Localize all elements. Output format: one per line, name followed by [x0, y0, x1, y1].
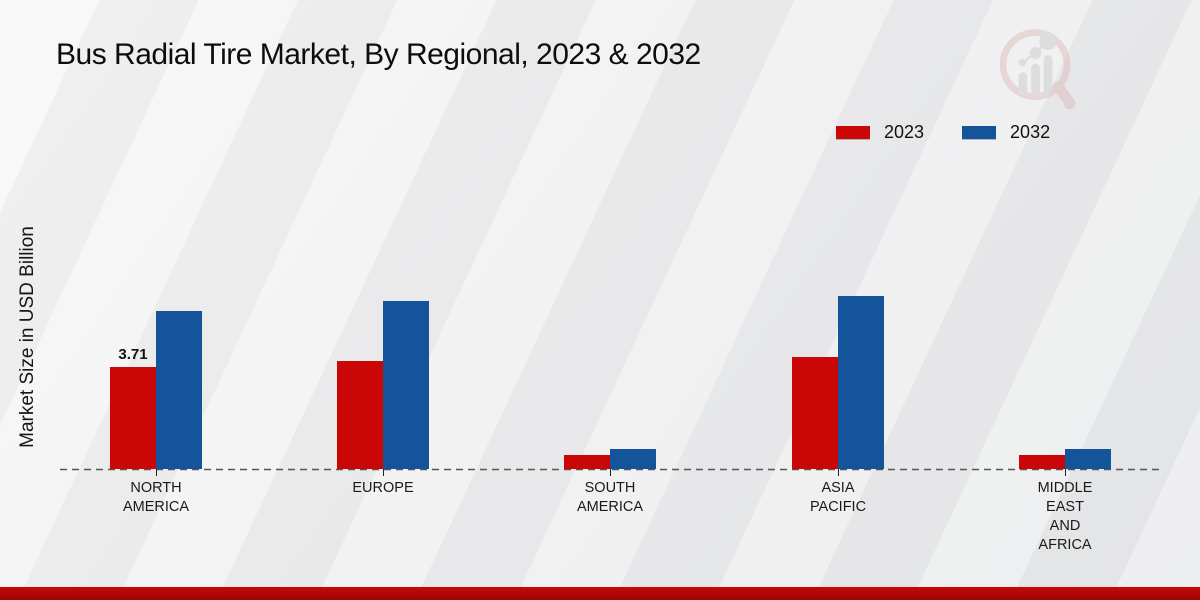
category-label-middle-east-and-africa: MIDDLE EAST AND AFRICA: [1037, 480, 1093, 553]
category-tick-middle-east-and-africa: [1065, 469, 1066, 476]
legend-label-2032: 2032: [1010, 122, 1051, 142]
category-tick-north-america: [156, 469, 157, 476]
category-tick-europe: [383, 469, 384, 476]
category-label-asia-pacific: ASIA PACIFIC: [809, 480, 867, 515]
bar-2032-middle-east-and-africa: [1065, 449, 1111, 469]
legend-swatch-2032: [962, 126, 997, 139]
legend: 2023 2032: [836, 122, 1050, 143]
bar-2023-asia-pacific: [792, 356, 838, 469]
bar-2023-north-america: [110, 366, 156, 469]
legend-item-2032: 2032: [962, 122, 1050, 143]
category-label-south-america: SOUTH AMERICA: [576, 480, 644, 515]
bar-2032-north-america: [156, 311, 202, 469]
bar-2032-europe: [383, 300, 429, 469]
category-tick-asia-pacific: [838, 469, 839, 476]
legend-item-2023: 2023: [836, 122, 924, 143]
bar-2023-middle-east-and-africa: [1019, 455, 1065, 469]
brand-watermark-icon: [999, 29, 1076, 110]
bar-2023-europe: [337, 361, 383, 469]
chart-title: Bus Radial Tire Market, By Regional, 202…: [56, 38, 701, 71]
bar-2023-south-america: [564, 455, 610, 469]
bar-value-label-2023-north-america: 3.71: [118, 345, 148, 363]
bar-2032-asia-pacific: [838, 295, 884, 469]
category-label-north-america: NORTH AMERICA: [122, 480, 190, 515]
footer-bar: [0, 587, 1200, 600]
legend-swatch-2023: [836, 126, 870, 139]
category-tick-south-america: [610, 469, 611, 476]
legend-label-2023: 2023: [884, 122, 925, 142]
category-label-europe: EUROPE: [352, 480, 414, 496]
bar-2032-south-america: [610, 449, 656, 469]
